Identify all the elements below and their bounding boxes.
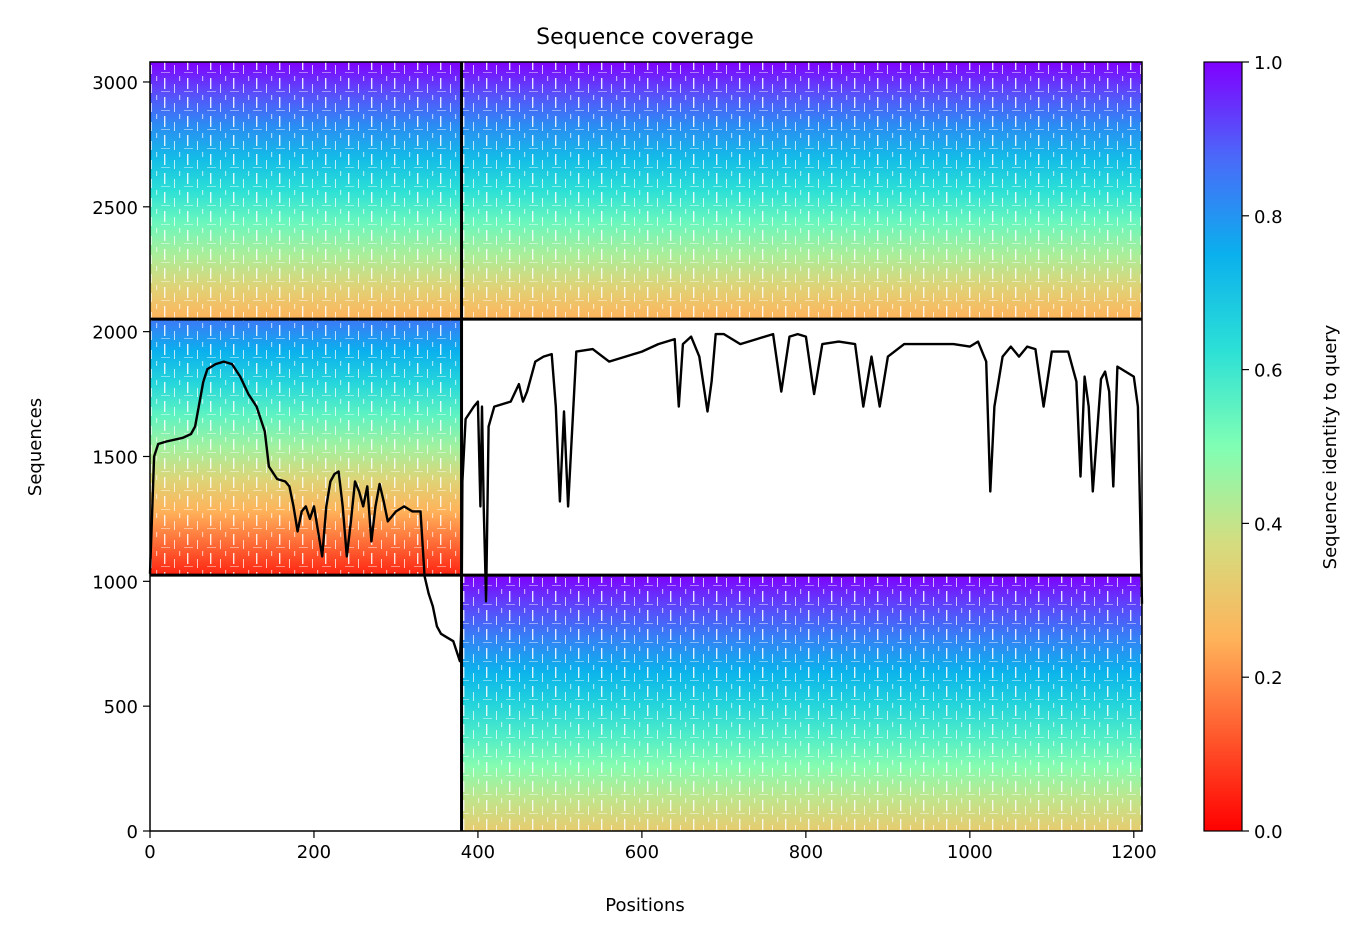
colorbar-ticks: 0.0 0.2 0.4 0.6 0.8 1.0 [1242, 53, 1283, 843]
colorbar: 0.0 0.2 0.4 0.6 0.8 1.0 Sequence identity to … [1203, 53, 1341, 843]
x-axis-label: Positions [605, 895, 684, 916]
x-tick-label-800: 800 [789, 842, 823, 863]
heatmap-gaps-2 [150, 319, 462, 576]
colorbar-gradient [1203, 61, 1243, 832]
y-tick-label-0: 0 [127, 822, 138, 843]
chart-title: Sequence coverage [536, 25, 754, 50]
colorbar-tick-label-1: 1.0 [1254, 53, 1283, 74]
colorbar-tick-label-0: 0.0 [1254, 822, 1283, 843]
y-axis-label: Sequences [25, 398, 46, 496]
colorbar-tick-label-0.4: 0.4 [1254, 514, 1283, 535]
coverage-line [148, 332, 1144, 663]
x-tick-label-200: 200 [297, 842, 331, 863]
y-tick-label-2500: 2500 [92, 198, 138, 219]
colorbar-tick-label-0.2: 0.2 [1254, 668, 1283, 689]
x-tick-label-1000: 1000 [947, 842, 993, 863]
heatmap-gaps-0 [150, 62, 462, 320]
heatmap-gaps-3 [461, 575, 1142, 831]
y-tick-label-2000: 2000 [92, 323, 138, 344]
plot-frame [149, 61, 1143, 832]
y-tick-label-500: 500 [104, 697, 138, 718]
colorbar-label: Sequence identity to query [1320, 324, 1341, 569]
y-tick-label-3000: 3000 [92, 73, 138, 94]
colorbar-tick-label-0.8: 0.8 [1254, 207, 1283, 228]
x-tick-label-400: 400 [461, 842, 495, 863]
x-tick-label-0: 0 [144, 842, 155, 863]
colorbar-tick-label-0.6: 0.6 [1254, 361, 1283, 382]
y-tick-label-1000: 1000 [92, 572, 138, 593]
heatmap-gaps-1 [461, 62, 1142, 320]
y-tick-label-1500: 1500 [92, 447, 138, 468]
plot-area: 0 200 400 600 800 1000 1200 0 500 1000 1500 2000 250… [92, 61, 1157, 863]
x-tick-label-1200: 1200 [1111, 842, 1157, 863]
x-tick-label-600: 600 [625, 842, 659, 863]
